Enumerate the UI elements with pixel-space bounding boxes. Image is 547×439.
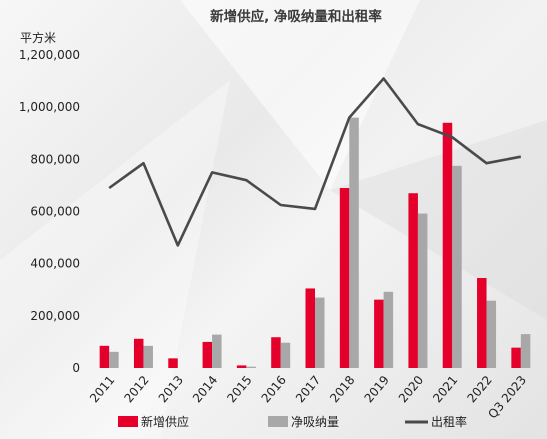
x-tick-label: 2014: [190, 373, 220, 405]
y-tick-label: 800,000: [30, 152, 80, 166]
y-tick-label: 1,000,000: [19, 100, 80, 114]
y-axis: 0 200,000 400,000 600,000 800,000 1,000,000 1,…: [19, 48, 80, 375]
y-tick-label: 0: [72, 361, 80, 375]
x-tick-label: 2020: [396, 373, 426, 405]
bar-net-absorption: [315, 297, 325, 368]
bar-new-supply: [408, 193, 418, 368]
bars-layer: [99, 117, 531, 368]
bar-net-absorption: [212, 334, 222, 368]
bar-net-absorption: [349, 117, 359, 368]
bar-new-supply: [168, 358, 178, 368]
legend-swatch-new-supply: [118, 416, 138, 427]
bar-net-absorption: [246, 366, 256, 368]
x-tick-label: 2021: [430, 373, 460, 405]
legend: 新增供应 净吸纳量 出租率: [118, 414, 467, 429]
bar-net-absorption: [486, 300, 497, 368]
bar-new-supply: [305, 288, 315, 368]
bar-new-supply: [236, 365, 247, 368]
legend-label-net-absorption: 净吸纳量: [291, 415, 339, 429]
x-tick-label: 2015: [224, 373, 254, 405]
bar-new-supply: [374, 299, 384, 368]
x-tick-label: 2018: [327, 373, 357, 405]
x-tick-label: 2019: [362, 373, 392, 405]
bar-new-supply: [511, 347, 521, 368]
bar-net-absorption: [520, 334, 531, 368]
bar-new-supply: [202, 341, 213, 368]
legend-item-net-absorption: 净吸纳量: [268, 415, 339, 429]
x-tick-label: 2016: [259, 373, 289, 405]
bar-net-absorption: [383, 291, 394, 368]
legend-item-new-supply: 新增供应: [118, 414, 189, 429]
x-tick-label: 2022: [464, 373, 494, 405]
y-tick-label: 1,200,000: [19, 48, 80, 62]
legend-label-new-supply: 新增供应: [141, 414, 189, 429]
bar-net-absorption: [143, 345, 153, 368]
chart-title: 新增供应, 净吸纳量和出租率: [210, 8, 382, 25]
bar-net-absorption: [452, 165, 462, 368]
bar-new-supply: [133, 338, 144, 368]
x-tick-label: 2017: [293, 373, 323, 405]
bar-new-supply: [477, 278, 487, 368]
occupancy-line: [108, 77, 522, 247]
bar-new-supply: [99, 345, 110, 368]
bar-net-absorption: [417, 213, 428, 368]
legend-label-occupancy: 出租率: [431, 414, 467, 429]
y-tick-label: 400,000: [30, 257, 80, 271]
bar-new-supply: [339, 188, 350, 368]
line-layer: [108, 77, 522, 247]
legend-swatch-net-absorption: [268, 416, 288, 427]
bar-net-absorption: [109, 351, 119, 368]
y-tick-label: 200,000: [30, 309, 80, 323]
y-axis-unit-label: 平方米: [20, 30, 56, 45]
bar-new-supply: [442, 122, 453, 368]
bar-net-absorption: [280, 342, 291, 368]
y-tick-label: 600,000: [30, 205, 80, 219]
legend-item-occupancy: 出租率: [405, 414, 467, 429]
bar-new-supply: [271, 337, 281, 368]
